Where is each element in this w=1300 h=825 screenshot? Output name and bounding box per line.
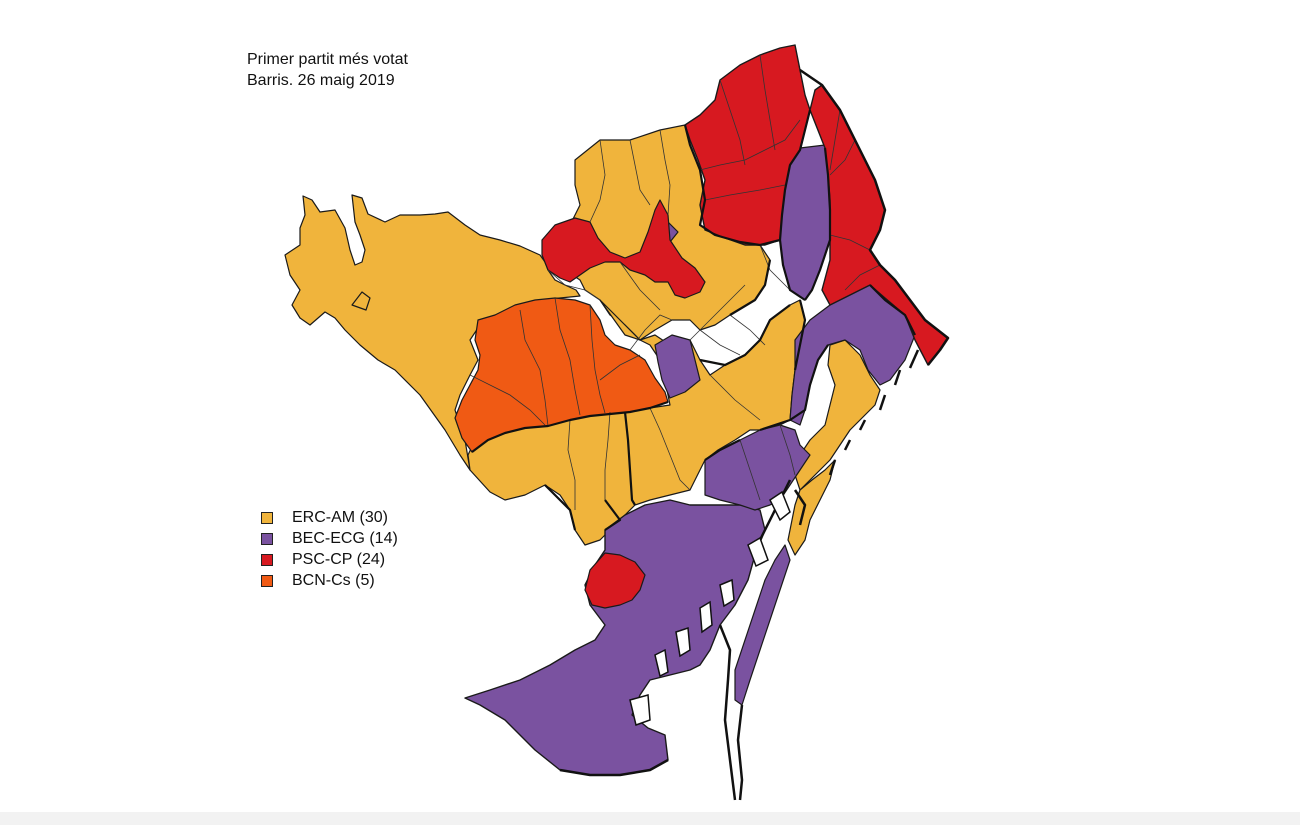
legend-label-bec: BEC-ECG (14) — [292, 529, 398, 547]
legend-label-cs: BCN-Cs (5) — [292, 571, 375, 589]
region-west-island — [351, 291, 371, 311]
map-title-line1: Primer partit més votat — [247, 51, 408, 68]
region-northwest-red — [541, 199, 706, 299]
legend-swatch-psc — [261, 553, 273, 566]
legend-swatch-bec — [261, 532, 273, 545]
legend-swatch-erc — [261, 511, 273, 524]
legend-label-erc: ERC-AM (30) — [292, 508, 389, 526]
legend-item-bec: BEC-ECG (14) — [261, 528, 398, 549]
region-south-port — [464, 499, 766, 776]
region-central-purple — [654, 334, 701, 399]
region-east-coast-strip — [787, 459, 836, 556]
map-title-line2: Barris. 26 maig 2019 — [247, 72, 395, 89]
bottom-band — [0, 812, 1300, 825]
region-port-finger — [734, 544, 791, 706]
legend-item-psc: PSC-CP (24) — [261, 549, 398, 570]
region-old-town — [704, 424, 811, 511]
legend-label-psc: PSC-CP (24) — [292, 550, 386, 568]
legend-item-erc: ERC-AM (30) — [261, 507, 398, 528]
region-south-red — [584, 552, 646, 609]
map-title: Primer partit més votat Barris. 26 maig … — [247, 49, 408, 91]
region-northeast-coast — [794, 339, 881, 491]
legend: ERC-AM (30) BEC-ECG (14) PSC-CP (24) BCN… — [261, 507, 398, 591]
legend-swatch-cs — [261, 574, 273, 587]
legend-item-cs: BCN-Cs (5) — [261, 570, 398, 591]
